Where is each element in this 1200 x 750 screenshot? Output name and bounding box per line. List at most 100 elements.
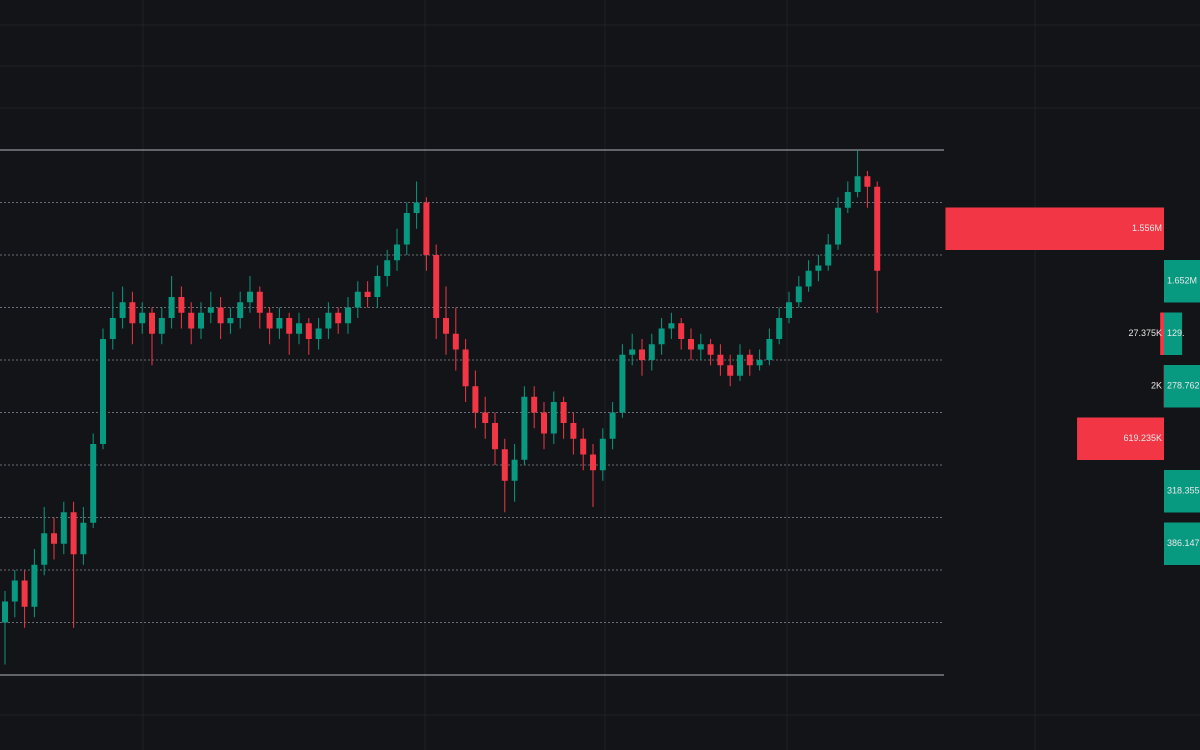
candle-body <box>217 307 224 324</box>
candle-body <box>354 291 361 308</box>
candle-body <box>550 402 557 434</box>
candle-body <box>688 339 694 350</box>
candle-body <box>119 302 126 318</box>
candle-body <box>80 522 87 555</box>
candle-body <box>315 328 322 339</box>
candle-body <box>158 318 165 334</box>
candle-body <box>31 564 38 607</box>
candle-body <box>825 244 832 266</box>
candle-body <box>462 349 469 387</box>
sell-volume-label: 2K <box>1151 381 1162 391</box>
candle-body <box>247 291 253 303</box>
candle-body <box>11 580 18 602</box>
candle-body <box>276 318 283 329</box>
candle-body <box>90 444 97 523</box>
candle-body <box>227 318 234 324</box>
sell-volume-bar <box>945 207 1164 250</box>
candle-body <box>697 344 704 350</box>
candle-body <box>266 312 273 329</box>
candle-body <box>325 312 332 329</box>
candle-body <box>717 354 724 366</box>
candle-body <box>413 202 420 213</box>
candle-body <box>492 423 498 450</box>
candle-body <box>452 333 459 350</box>
candle-body <box>384 260 391 276</box>
candle-body <box>129 302 136 324</box>
candle-body <box>874 186 881 271</box>
sell-volume-label: 27.375K <box>1128 328 1162 338</box>
buy-volume-bar <box>1164 365 1200 408</box>
candle-body <box>639 349 645 360</box>
candle-body <box>335 312 342 324</box>
candle-body <box>854 176 861 192</box>
candle-body <box>511 459 518 481</box>
sell-volume-label: 619.235K <box>1123 433 1162 443</box>
candle-body <box>296 323 302 334</box>
candle-body <box>658 328 665 345</box>
buy-volume-bar <box>1164 312 1183 355</box>
candle-body <box>139 312 146 324</box>
candle-body <box>237 302 244 318</box>
candle-body <box>21 580 28 607</box>
candle-body <box>256 291 263 313</box>
candle-body <box>501 449 508 481</box>
candle-body <box>541 412 547 434</box>
candle-body <box>482 412 489 423</box>
sell-volume-label: 1.556M <box>1132 223 1162 233</box>
buy-volume-label: 278.762K <box>1167 381 1200 391</box>
candle-body <box>619 354 626 413</box>
candle-body <box>786 302 792 318</box>
candle-body <box>423 202 430 255</box>
candle-body <box>629 349 636 355</box>
candle-body <box>746 354 753 366</box>
candle-body <box>580 438 587 455</box>
candle-body <box>707 344 714 355</box>
candle-body <box>599 438 606 471</box>
candle-body <box>678 323 685 339</box>
candle-body <box>374 276 381 297</box>
candle-body <box>41 533 48 565</box>
buy-volume-bar <box>1164 470 1200 513</box>
candle-body <box>844 192 851 208</box>
candle-body <box>776 318 783 339</box>
sell-volume-bar <box>1077 417 1164 460</box>
candle-body <box>737 354 743 376</box>
candle-body <box>60 512 67 544</box>
candle-body <box>364 291 371 297</box>
candle-body <box>570 423 577 439</box>
candle-body <box>100 339 106 444</box>
candle-body <box>531 396 538 413</box>
buy-volume-label: 1.652M <box>1167 276 1197 286</box>
buy-volume-label: 386.147K <box>1167 538 1200 548</box>
candle-body <box>472 386 479 413</box>
candle-body <box>590 454 596 471</box>
candle-body <box>756 360 763 366</box>
candle-body <box>795 286 802 303</box>
candle-body <box>805 270 812 287</box>
candle-body <box>70 512 77 555</box>
candle-body <box>168 297 175 318</box>
buy-volume-bar <box>1164 522 1200 565</box>
candle-body <box>51 533 57 544</box>
candle-body <box>521 396 528 460</box>
candle-body <box>109 318 116 339</box>
candle-body <box>207 307 214 313</box>
buy-volume-label: 318.355K <box>1167 486 1200 496</box>
candle-body <box>609 412 616 439</box>
candle-body <box>305 323 312 339</box>
candle-body <box>149 312 155 334</box>
candle-body <box>815 265 822 271</box>
candle-body <box>198 312 204 329</box>
candle-body <box>560 402 567 423</box>
candle-body <box>648 344 655 360</box>
candle-body <box>188 312 195 329</box>
candle-body <box>766 339 773 360</box>
candle-body <box>394 244 400 261</box>
candle-body <box>286 318 293 334</box>
buy-volume-label: 129. <box>1167 328 1185 338</box>
candle-body <box>443 318 449 334</box>
candle-body <box>345 307 351 324</box>
